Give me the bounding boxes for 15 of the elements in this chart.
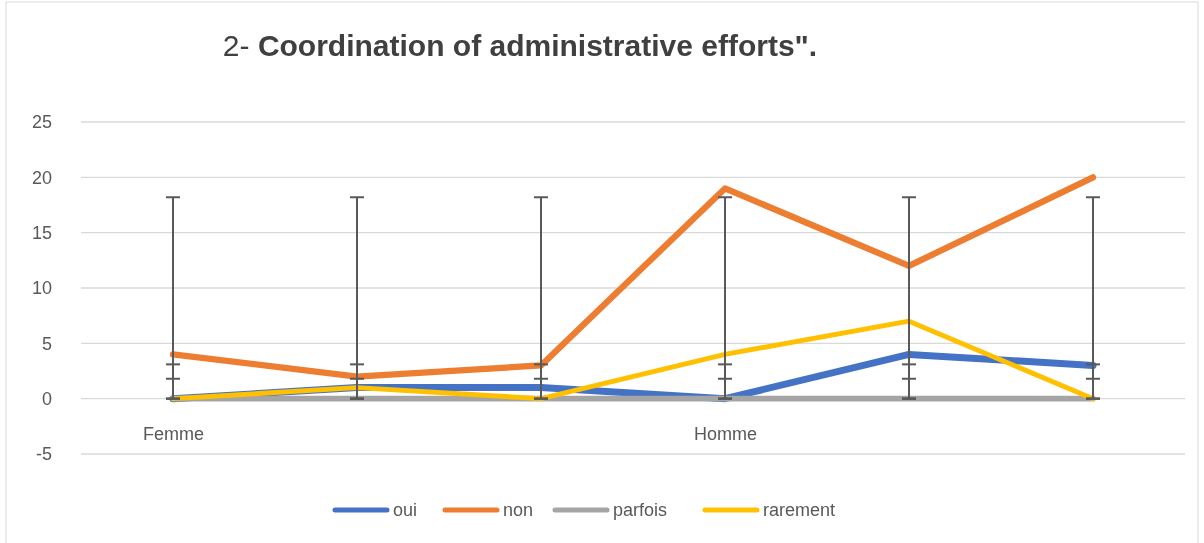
y-tick-label: 20 bbox=[31, 167, 52, 188]
y-tick-label: -5 bbox=[35, 444, 52, 465]
chart-title: 2- Coordination of administrative efforts". bbox=[222, 29, 818, 62]
legend-label: rarement bbox=[763, 500, 836, 520]
x-tick-label: Homme bbox=[693, 424, 758, 445]
x-tick-label: Femme bbox=[142, 424, 205, 445]
legend-label: parfois bbox=[613, 500, 668, 520]
legend-label: oui bbox=[393, 500, 418, 520]
y-tick-label: 25 bbox=[31, 112, 52, 133]
y-tick-label: 15 bbox=[31, 222, 52, 243]
y-tick-label: 0 bbox=[41, 388, 52, 409]
y-tick-label: 10 bbox=[31, 278, 52, 299]
y-tick-label: 5 bbox=[41, 333, 52, 354]
legend-label: non bbox=[503, 500, 534, 520]
line-series bbox=[170, 318, 1096, 402]
